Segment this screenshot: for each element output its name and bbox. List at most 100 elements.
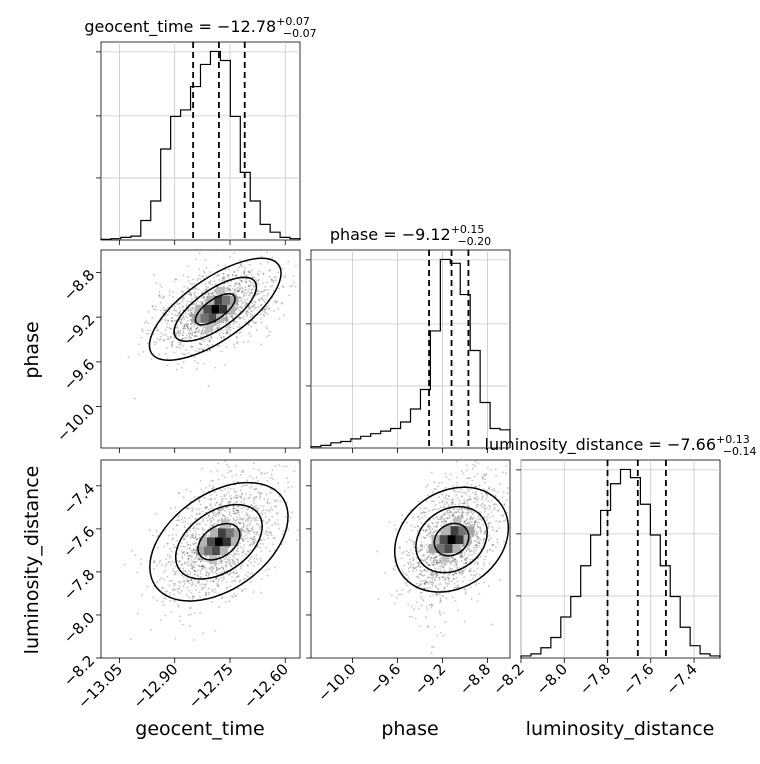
- scatter-point: [182, 337, 185, 340]
- scatter-point: [254, 518, 256, 521]
- scatter-point: [158, 579, 161, 582]
- scatter-point: [266, 472, 268, 475]
- scatter-point: [225, 326, 227, 329]
- scatter-point: [194, 536, 197, 539]
- scatter-point: [183, 326, 186, 329]
- scatter-point: [262, 299, 265, 302]
- scatter-point: [454, 511, 457, 513]
- scatter-point: [182, 551, 185, 554]
- scatter-point: [222, 567, 224, 570]
- scatter-point: [258, 278, 260, 281]
- scatter-point: [461, 514, 464, 517]
- scatter-point: [470, 574, 473, 576]
- scatter-point: [437, 562, 440, 564]
- scatter-point: [446, 576, 449, 579]
- scatter-point: [187, 328, 190, 330]
- scatter-point: [455, 572, 458, 575]
- scatter-point: [267, 568, 270, 571]
- scatter-point: [419, 569, 422, 572]
- scatter-point: [186, 319, 189, 322]
- scatter-point: [417, 500, 420, 503]
- scatter-point: [178, 588, 180, 591]
- scatter-point: [271, 256, 274, 259]
- scatter-point: [246, 528, 249, 531]
- scatter-point: [247, 564, 249, 567]
- scatter-point: [435, 561, 438, 564]
- scatter-point: [251, 538, 254, 541]
- scatter-point: [225, 561, 228, 564]
- scatter-point: [284, 516, 287, 519]
- scatter-point: [474, 465, 477, 467]
- scatter-point: [246, 531, 249, 534]
- scatter-point: [176, 524, 179, 527]
- scatter-point: [225, 328, 228, 331]
- xtick-label: −8.2: [489, 660, 527, 698]
- scatter-point: [438, 561, 441, 564]
- scatter-point: [225, 600, 227, 603]
- scatter-point: [264, 512, 267, 515]
- scatter-point: [205, 534, 208, 537]
- scatter-point: [426, 608, 429, 611]
- scatter-point: [428, 509, 430, 512]
- scatter-point: [273, 505, 276, 508]
- scatter-point: [264, 286, 267, 288]
- scatter-point: [277, 308, 280, 310]
- scatter-point: [430, 652, 433, 655]
- scatter-point: [440, 576, 443, 579]
- scatter-point: [463, 502, 465, 505]
- scatter-point: [283, 314, 285, 317]
- scatter-point: [140, 563, 142, 565]
- scatter-point: [238, 282, 241, 285]
- scatter-point: [189, 490, 192, 493]
- scatter-point: [278, 317, 281, 320]
- scatter-point: [189, 327, 192, 330]
- scatter-point: [426, 581, 429, 584]
- scatter-point: [411, 557, 414, 559]
- scatter-point: [377, 598, 380, 601]
- scatter-point: [420, 548, 423, 551]
- scatter-point: [443, 589, 446, 592]
- scatter-point: [442, 611, 445, 614]
- scatter-point: [178, 519, 181, 522]
- scatter-point: [440, 561, 442, 564]
- scatter-point: [265, 522, 267, 525]
- scatter-point: [141, 328, 144, 331]
- scatter-point: [217, 275, 219, 277]
- scatter-point: [214, 571, 217, 574]
- scatter-point: [214, 289, 217, 291]
- scatter-point: [471, 523, 474, 526]
- scatter-point: [450, 524, 453, 526]
- density-cell: [441, 553, 450, 563]
- scatter-point: [400, 569, 403, 572]
- scatter-point: [181, 334, 184, 337]
- scatter-point: [467, 543, 470, 546]
- scatter-point: [248, 279, 251, 282]
- scatter-point: [250, 289, 253, 291]
- scatter-point: [260, 591, 262, 594]
- scatter-point: [263, 308, 266, 311]
- scatter-point: [247, 311, 250, 314]
- scatter-point: [166, 326, 169, 329]
- scatter-point: [245, 274, 248, 277]
- scatter-point: [216, 322, 219, 325]
- scatter-point: [246, 298, 248, 301]
- scatter-point: [243, 506, 246, 509]
- scatter-point: [219, 526, 222, 528]
- scatter-point: [225, 587, 228, 590]
- scatter-point: [201, 564, 203, 567]
- scatter-point: [156, 337, 159, 340]
- scatter-point: [462, 545, 464, 547]
- scatter-point: [162, 334, 165, 337]
- scatter-point: [474, 544, 477, 547]
- scatter-point: [426, 625, 429, 628]
- scatter-point: [487, 523, 490, 525]
- scatter-point: [266, 313, 269, 315]
- scatter-point: [184, 349, 187, 351]
- scatter-point: [246, 302, 249, 305]
- scatter-point: [439, 599, 442, 602]
- scatter-point: [174, 573, 177, 576]
- scatter-point: [191, 510, 194, 512]
- density-cell: [439, 535, 448, 545]
- scatter-point: [241, 528, 244, 531]
- scatter-point: [390, 594, 393, 597]
